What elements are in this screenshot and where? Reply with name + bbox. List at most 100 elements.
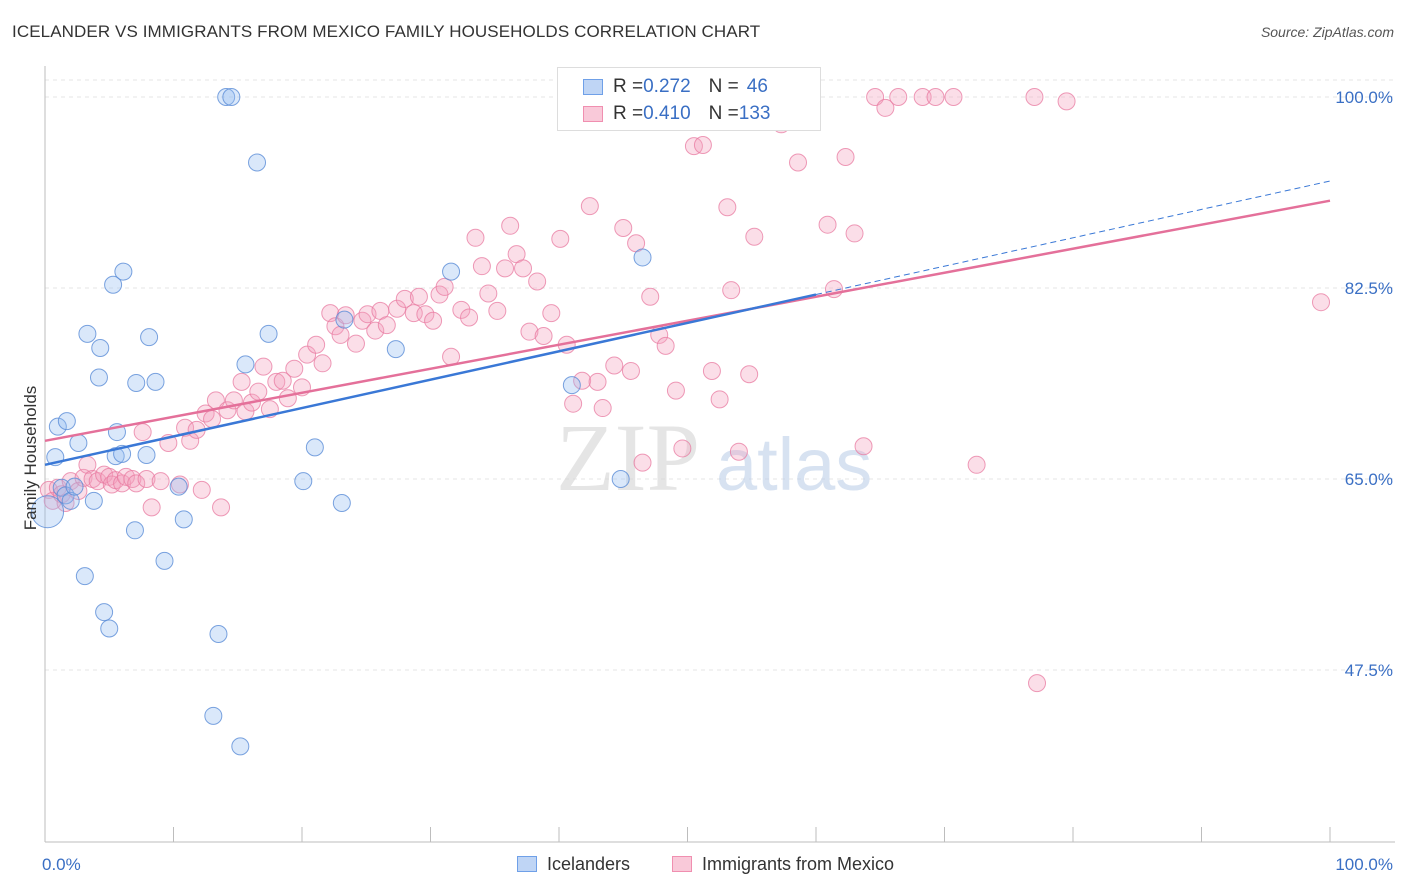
mexico-point (573, 371, 592, 390)
icelanders-point (259, 324, 278, 343)
mexico-point (641, 287, 660, 306)
chart-title: ICELANDER VS IMMIGRANTS FROM MEXICO FAMI… (12, 22, 761, 41)
icelanders-point (31, 495, 65, 529)
mexico-point (845, 224, 864, 243)
mexico-swatch (672, 856, 692, 872)
icelanders-point (75, 567, 94, 586)
trend-lines (44, 180, 1331, 467)
mexico-point (331, 325, 350, 344)
r-value: 0.410 (643, 103, 691, 124)
icelanders-trend-extension (815, 180, 1331, 296)
icelanders-point (562, 376, 581, 395)
mexico-trend-line (44, 199, 1331, 443)
icelanders-point (61, 491, 80, 510)
mexico-point (614, 218, 633, 237)
icelanders-point (294, 472, 313, 491)
correlation-legend: R = 0.272 N = 46 R = 0.410 N = 133 (557, 67, 821, 131)
mexico-point (967, 455, 986, 474)
grid-lines (45, 79, 1395, 671)
mexico-point (460, 308, 479, 327)
icelanders-point (217, 88, 236, 106)
icelanders-point (169, 477, 188, 496)
mexico-point (740, 365, 759, 384)
icelanders-point (204, 706, 223, 725)
mexico-point (313, 354, 332, 373)
mexico-point (278, 389, 297, 408)
mexico-swatch (583, 106, 603, 122)
mexico-point (395, 289, 414, 308)
mexico-point (1025, 88, 1044, 106)
mexico-point (926, 88, 945, 106)
watermark-zip: ZIP (556, 404, 700, 511)
mexico-point (307, 335, 326, 354)
mexico-point (127, 474, 146, 493)
x-tick-label: 100.0% (1335, 855, 1393, 874)
mexico-point (673, 439, 692, 458)
mexico-point (285, 359, 304, 378)
r-label: R = (613, 76, 644, 97)
icelanders-point (611, 470, 630, 488)
mexico-point (528, 272, 547, 291)
x-tick-label: 0.0% (42, 855, 81, 874)
mexico-point (656, 336, 675, 355)
mexico-point (232, 372, 251, 391)
mexico-point (404, 304, 423, 323)
n-value: 46 (746, 76, 768, 97)
legend-item-mexico: Immigrants from Mexico (672, 852, 894, 876)
mexico-point (729, 442, 748, 461)
mexico-point (203, 409, 222, 428)
icelanders-swatch (517, 856, 537, 872)
mexico-point (564, 394, 583, 413)
mexico-point (818, 215, 837, 234)
mexico-point (452, 300, 471, 319)
mexico-point (496, 259, 515, 278)
icelanders-point (106, 447, 125, 466)
icelanders-point (332, 494, 351, 513)
n-label: N = (708, 103, 739, 124)
y-tick-label: 100.0% (1335, 88, 1393, 107)
y-tick-label: 47.5% (1345, 661, 1393, 680)
mexico-point (409, 287, 428, 306)
mexico-point (273, 371, 292, 390)
mexico-point (876, 98, 895, 117)
mexico-point (710, 390, 729, 409)
mexico-point (593, 399, 612, 418)
mexico-point (424, 311, 443, 330)
mexico-point (580, 197, 599, 216)
mexico-point (836, 148, 855, 167)
mexico-point (377, 316, 396, 335)
icelanders-point (442, 262, 461, 281)
icelanders-point (89, 368, 108, 387)
mexico-point (479, 284, 498, 303)
mexico-point (488, 301, 507, 320)
n-value: 133 (738, 103, 771, 124)
mexico-point (534, 327, 553, 346)
icelanders-point (633, 248, 652, 267)
icelanders-point (231, 737, 250, 756)
r-label: R = (613, 103, 644, 124)
mexico-point (151, 472, 170, 491)
axes (44, 66, 1395, 843)
icelanders-point (140, 328, 159, 347)
n-label: N = (708, 76, 739, 97)
mexico-point (435, 277, 454, 296)
mexico-point (684, 137, 703, 156)
legend-label: Immigrants from Mexico (702, 853, 895, 874)
mexico-point (520, 322, 539, 341)
mexico-point (693, 136, 712, 155)
icelanders-point (146, 372, 165, 391)
icelanders-point (114, 262, 133, 281)
icelanders-point (95, 603, 114, 622)
mexico-point (789, 153, 808, 172)
mexico-point (346, 334, 365, 353)
mexico-point (116, 467, 135, 486)
mexico-point (913, 88, 932, 106)
legend-item-icelanders: Icelanders (517, 852, 630, 876)
icelanders-point (100, 619, 119, 638)
mexico-point (133, 423, 152, 442)
mexico-point (88, 472, 107, 491)
icelanders-point (104, 275, 123, 294)
icelanders-point (236, 355, 255, 374)
mexico-point (466, 228, 485, 247)
watermark-atlas: atlas (716, 423, 872, 506)
